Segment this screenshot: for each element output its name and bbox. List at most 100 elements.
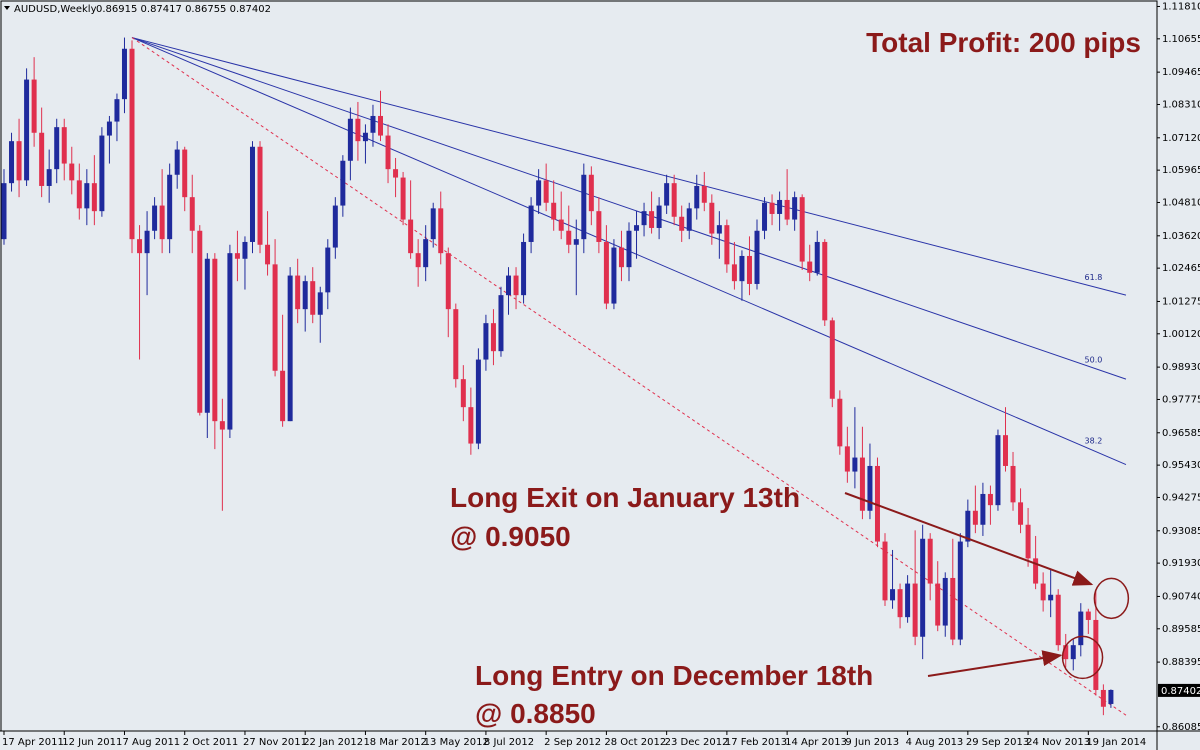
candle [498,286,504,357]
candle [807,244,813,282]
candle-body [174,149,180,175]
candle [746,236,752,296]
candle-body [596,211,602,242]
candle [91,155,97,226]
candle [596,197,602,254]
candle [882,533,888,606]
candle-body [814,241,820,273]
candle [536,169,542,214]
exit-annotation-line1: Long Exit on January 13th [450,482,800,513]
dropdown-triangle-icon[interactable] [4,6,10,10]
candle [152,197,158,240]
exit-arrow [844,492,1094,586]
candle [197,225,203,416]
candle [1078,603,1084,657]
candle-body [257,146,263,245]
y-tick-label: 1.05965 [1162,165,1200,176]
candle [415,239,421,287]
candle-body [490,323,496,352]
candle-body [957,541,963,640]
candle-body [603,241,609,304]
candle-body [400,177,406,220]
y-tick-label: 0.88395 [1162,657,1200,668]
candle [837,390,843,455]
candle-body [777,199,783,214]
y-tick-label: 1.09465 [1162,67,1200,78]
candle-body [942,577,948,626]
candle-body [649,211,655,228]
candle [204,253,210,438]
candle [784,169,790,226]
fib-label-61-8: 61.8 [1085,273,1103,282]
candle [799,194,805,270]
candle-body [408,219,414,254]
y-tick-label: 1.10655 [1162,34,1200,45]
candle [385,124,391,184]
candle [114,93,120,142]
candle [709,194,715,245]
candle-body [1055,594,1061,646]
candle [84,169,90,226]
candle [656,197,662,240]
candle-body [927,538,933,584]
current-price-label: 0.87402 [1161,686,1200,697]
candle-body [295,275,301,310]
y-tick-label: 0.90740 [1162,591,1200,602]
candle-body [807,261,813,273]
candle [566,205,572,254]
candle [61,118,67,181]
y-tick-label: 1.07120 [1162,133,1200,144]
candle [340,155,346,217]
candle-body [242,241,248,259]
candle [475,348,481,450]
candle-body [972,510,978,525]
candle-body [980,493,986,525]
candle-body [423,239,429,268]
candle [762,197,768,240]
x-tick-label: 27 Nov 2011 [243,737,307,748]
candle-body [874,465,880,542]
x-tick-label: 4 Aug 2013 [906,737,964,748]
candle-body [731,264,737,282]
candle-body [822,241,828,321]
candle [897,583,903,629]
candle-body [9,141,15,184]
candle [927,533,933,601]
candle-body [234,253,240,259]
candle-body [167,174,173,240]
candle [957,533,963,646]
candle [1,169,7,245]
candle-body [498,295,504,352]
candle-body [588,174,594,212]
candle-body [626,230,632,268]
candle-body [859,457,865,511]
candle-body [506,275,512,296]
candle-body [24,79,30,181]
candle [829,317,835,408]
candle-body [121,48,127,100]
candle [227,244,233,438]
candle-body [287,275,293,422]
candle [347,107,353,181]
candle-body [754,230,760,284]
candle [912,530,918,646]
x-tick-label: 28 Oct 2012 [604,737,666,748]
entry-arrow [927,650,1063,677]
candle-body [1070,645,1076,660]
quote-values: 0.86915 0.87417 0.86755 0.87402 [96,4,271,15]
candle-body [483,323,489,360]
candle [626,222,632,282]
candle [46,149,52,203]
x-tick-label: 17 Apr 2011 [2,737,64,748]
candle-body [76,180,82,209]
y-tick-label: 0.97775 [1162,394,1200,405]
candle-body [159,205,165,240]
candle [121,37,127,114]
candle-body [182,149,188,198]
candle [249,141,255,254]
candle [618,230,624,282]
candle [212,253,218,450]
candle-body [566,230,572,245]
